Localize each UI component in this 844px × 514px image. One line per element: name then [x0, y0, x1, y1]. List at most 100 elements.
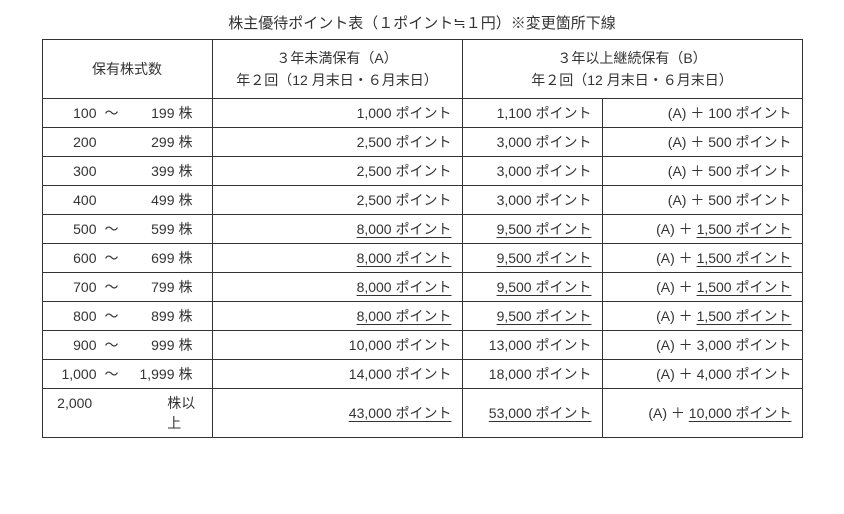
header-col-b: ３年以上継続保有（B） 年２回（12 月末日・６月末日）	[462, 40, 802, 99]
points-a-value: 2,500 ポイント	[357, 192, 452, 208]
shares-cell: 600～699株	[42, 244, 212, 273]
bonus-prefix: (A) ＋	[656, 221, 696, 237]
points-b-cell: 9,500 ポイント	[462, 273, 602, 302]
table-row: 500～599株8,000 ポイント9,500 ポイント(A) ＋ 1,500 …	[42, 215, 802, 244]
points-a-value: 10,000 ポイント	[349, 337, 452, 353]
shares-from: 800	[49, 308, 97, 324]
shares-unit: 株	[175, 277, 193, 297]
points-a-cell: 10,000 ポイント	[212, 331, 462, 360]
shares-from: 500	[49, 221, 97, 237]
bonus-value: 500 ポイント	[708, 134, 791, 150]
points-b-value: 1,100 ポイント	[497, 105, 592, 121]
table-row: 1,000～1,999株14,000 ポイント18,000 ポイント(A) ＋ …	[42, 360, 802, 389]
bonus-prefix: (A) ＋	[668, 163, 708, 179]
points-b-value: 53,000 ポイント	[489, 405, 592, 421]
points-b-cell: 1,100 ポイント	[462, 99, 602, 128]
shares-to: 1,999	[127, 366, 175, 382]
shares-unit: 株	[175, 161, 193, 181]
shares-to: 299	[127, 134, 175, 150]
points-a-cell: 43,000 ポイント	[212, 389, 462, 438]
table-row: 200299株2,500 ポイント3,000 ポイント(A) ＋ 500 ポイン…	[42, 128, 802, 157]
points-b-value: 3,000 ポイント	[497, 163, 592, 179]
table-row: 300399株 2,500 ポイント 3,000 ポイント (A) ＋ 500 ポイン…	[42, 157, 802, 186]
bonus-cell: (A) ＋ 100 ポイント	[602, 99, 802, 128]
points-b-cell: 9,500 ポイント	[462, 215, 602, 244]
points-a-value: 43,000 ポイント	[349, 405, 452, 421]
bonus-cell: (A) ＋ 500 ポイント	[602, 157, 802, 186]
bonus-cell: (A) ＋ 1,500 ポイント	[602, 215, 802, 244]
points-a-cell: 8,000 ポイント	[212, 215, 462, 244]
bonus-value: 100 ポイント	[708, 105, 791, 121]
bonus-prefix: (A) ＋	[656, 337, 696, 353]
shares-separator: ～	[97, 219, 127, 239]
shares-cell: 800～899株	[42, 302, 212, 331]
shares-to: 899	[127, 308, 175, 324]
points-a-value: 8,000 ポイント	[357, 250, 452, 266]
shares-cell: 900～999株	[42, 331, 212, 360]
points-b-cell: 3,000 ポイント	[462, 128, 602, 157]
bonus-value: 3,000 ポイント	[697, 337, 792, 353]
points-b-cell: 9,500 ポイント	[462, 302, 602, 331]
table-title: 株主優待ポイント表（１ポイント≒１円）※変更箇所下線	[20, 12, 824, 33]
header-a-line2: 年２回（12 月末日・６月末日）	[219, 69, 456, 91]
shares-from: 700	[49, 279, 97, 295]
shares-to: 699	[127, 250, 175, 266]
points-b-value: 9,500 ポイント	[497, 250, 592, 266]
table-row: 700～799株 8,000 ポイント 9,500 ポイント(A) ＋ 1,500 …	[42, 273, 802, 302]
bonus-cell: (A) ＋ 10,000 ポイント	[602, 389, 802, 438]
points-a-value: 14,000 ポイント	[349, 366, 452, 382]
shares-to: 599	[127, 221, 175, 237]
shares-cell: 500～599株	[42, 215, 212, 244]
points-a-value: 2,500 ポイント	[357, 163, 452, 179]
bonus-prefix: (A) ＋	[656, 279, 696, 295]
bonus-cell: (A) ＋ 1,500 ポイント	[602, 273, 802, 302]
shares-separator: ～	[97, 335, 127, 355]
table-row: 2,000株以上43,000 ポイント53,000 ポイント(A) ＋ 10,0…	[42, 389, 802, 438]
points-b-cell: 18,000 ポイント	[462, 360, 602, 389]
table-row: 800～899株8,000 ポイント9,500 ポイント(A) ＋ 1,500 …	[42, 302, 802, 331]
shares-cell: 400499株	[42, 186, 212, 215]
points-a-cell: 2,500 ポイント	[212, 186, 462, 215]
bonus-value: 500 ポイント	[708, 192, 791, 208]
shares-to: 399	[127, 163, 175, 179]
shares-unit: 株	[175, 364, 193, 384]
shares-separator: ～	[97, 277, 127, 297]
header-b-line2: 年２回（12 月末日・６月末日）	[469, 69, 796, 91]
shares-cell: 700～799株	[42, 273, 212, 302]
bonus-value: 10,000 ポイント	[689, 405, 792, 421]
shares-from: 900	[49, 337, 97, 353]
shares-unit: 株以上	[163, 393, 205, 433]
points-a-value: 8,000 ポイント	[357, 279, 452, 295]
bonus-prefix: (A) ＋	[656, 250, 696, 266]
points-a-value: 2,500 ポイント	[357, 134, 452, 150]
shares-separator: ～	[97, 248, 127, 268]
points-b-cell: 9,500 ポイント	[462, 244, 602, 273]
header-shares-label: 保有株式数	[49, 44, 206, 94]
shares-to: 799	[127, 279, 175, 295]
points-b-cell: 3,000 ポイント	[462, 186, 602, 215]
shares-unit: 株	[175, 132, 193, 152]
bonus-prefix: (A) ＋	[668, 105, 708, 121]
shares-unit: 株	[175, 248, 193, 268]
table-row: 400499株2,500 ポイント3,000 ポイント(A) ＋ 500 ポイン…	[42, 186, 802, 215]
bonus-prefix: (A) ＋	[668, 134, 708, 150]
table-row: 100～199株1,000 ポイント1,100 ポイント(A) ＋ 100 ポイ…	[42, 99, 802, 128]
points-b-value: 13,000 ポイント	[489, 337, 592, 353]
points-a-cell: 8,000 ポイント	[212, 302, 462, 331]
bonus-cell: (A) ＋ 500 ポイント	[602, 128, 802, 157]
points-b-cell: 13,000 ポイント	[462, 331, 602, 360]
header-shares: 保有株式数	[42, 40, 212, 99]
shares-to: 199	[127, 105, 175, 121]
table-row: 600～699株 8,000 ポイント 9,500 ポイント (A) ＋ 1,500 …	[42, 244, 802, 273]
points-a-value: 1,000 ポイント	[357, 105, 452, 121]
table-body: 100～199株1,000 ポイント1,100 ポイント(A) ＋ 100 ポイ…	[42, 99, 802, 438]
header-col-a: ３年未満保有（A） 年２回（12 月末日・６月末日）	[212, 40, 462, 99]
shares-unit: 株	[175, 219, 193, 239]
points-b-value: 18,000 ポイント	[489, 366, 592, 382]
bonus-value: 1,500 ポイント	[697, 221, 792, 237]
shares-cell: 200299株	[42, 128, 212, 157]
bonus-cell: (A) ＋ 4,000 ポイント	[602, 360, 802, 389]
bonus-cell: (A) ＋ 1,500 ポイント	[602, 244, 802, 273]
shares-cell: 300399株	[42, 157, 212, 186]
points-table: 保有株式数 ３年未満保有（A） 年２回（12 月末日・６月末日） ３年以上継続保…	[42, 39, 803, 438]
